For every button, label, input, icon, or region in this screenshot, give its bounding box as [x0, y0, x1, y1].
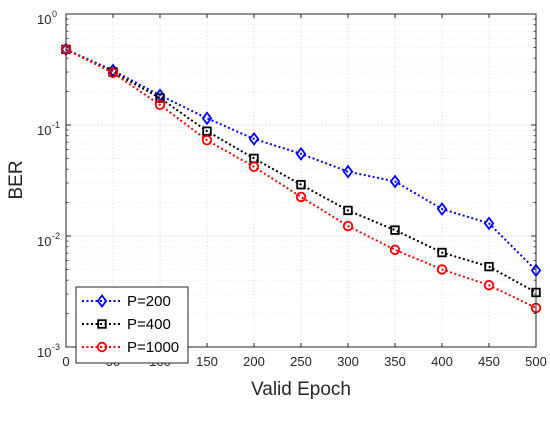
data-point	[342, 220, 354, 232]
x-tick-label: 250	[290, 354, 312, 369]
y-tick-label-exponent: -3	[52, 342, 60, 352]
x-tick-label: 200	[243, 354, 265, 369]
data-point	[296, 179, 306, 190]
series-line	[65, 48, 537, 294]
legend-item: P=1000	[82, 339, 179, 356]
legend-label: P=1000	[127, 339, 179, 356]
x-tick-label: 450	[478, 354, 500, 369]
y-tick-label-base: 10	[37, 123, 51, 138]
data-point	[248, 131, 260, 146]
y-tick-label-exponent: 0	[52, 9, 57, 19]
data-point	[295, 146, 307, 161]
legend-marker	[96, 294, 108, 308]
series-line	[65, 48, 537, 272]
legend-item: P=400	[82, 316, 171, 333]
data-point	[436, 202, 448, 217]
data-point	[389, 244, 401, 256]
series-line	[65, 48, 537, 309]
y-tick-label-base: 10	[37, 12, 51, 27]
data-point	[202, 126, 212, 136]
legend-label: P=200	[127, 293, 171, 310]
data-point	[436, 264, 448, 275]
data-point	[342, 164, 354, 179]
x-tick-label: 400	[431, 354, 453, 369]
y-tick-label-exponent: -1	[52, 120, 60, 130]
data-point	[389, 174, 401, 189]
y-tick-label-base: 10	[37, 345, 51, 360]
x-tick-label: 150	[196, 354, 218, 369]
x-tick-label: 350	[384, 354, 406, 369]
x-tick-label: 0	[62, 354, 69, 369]
data-point	[484, 261, 494, 272]
legend-marker	[97, 319, 107, 329]
y-tick-label: 10 0	[37, 9, 57, 27]
y-tick-label: 10 -2	[37, 231, 60, 249]
legend-marker	[96, 341, 108, 353]
legend-item: P=200	[82, 293, 171, 310]
data-point	[201, 111, 213, 126]
x-tick-label: 300	[337, 354, 359, 369]
y-axis-label: BER	[6, 160, 27, 199]
y-tick-label: 10 -1	[37, 120, 60, 138]
y-tick-label-exponent: -2	[52, 231, 60, 241]
data-point	[154, 99, 166, 111]
data-point	[107, 67, 119, 79]
data-point	[295, 191, 307, 203]
legend: P=200 P=400 P=1000	[75, 286, 189, 364]
data-point	[201, 134, 213, 146]
data-point	[483, 216, 495, 231]
y-tick-label-base: 10	[37, 234, 51, 249]
data-point	[343, 205, 353, 216]
data-point	[483, 280, 495, 291]
legend-label: P=400	[127, 316, 171, 333]
data-point	[390, 225, 400, 235]
x-axis-label: Valid Epoch	[251, 379, 351, 400]
y-tick-label: 10 -3	[37, 342, 60, 360]
tick-marks	[65, 13, 537, 348]
x-tick-label: 500	[525, 354, 547, 369]
data-point	[248, 161, 260, 173]
data-point	[437, 247, 447, 258]
legend-box	[75, 286, 189, 364]
data-point	[155, 93, 165, 103]
grid	[66, 14, 536, 347]
